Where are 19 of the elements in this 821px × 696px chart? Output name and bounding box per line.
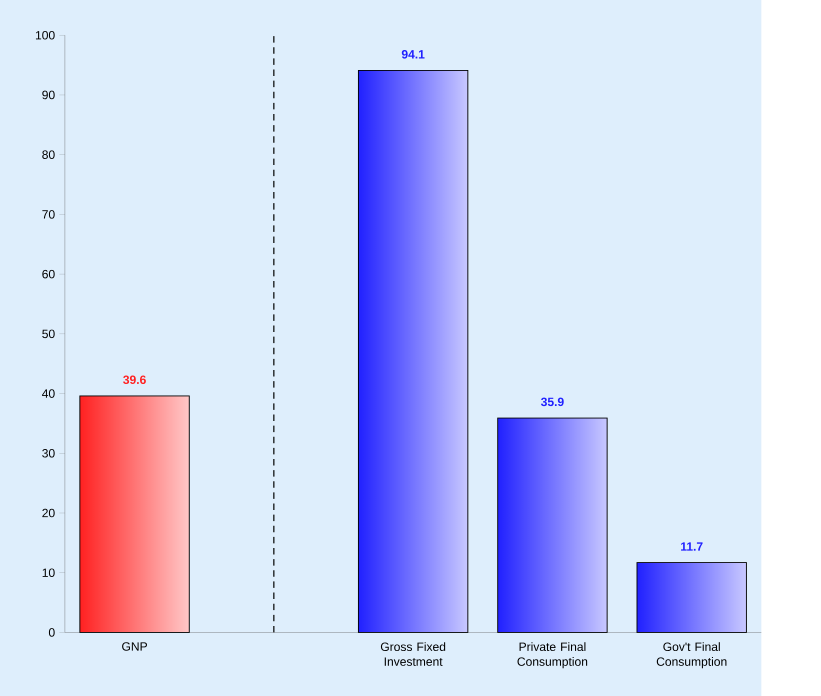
y-tick-label: 80 [42,150,55,159]
data-label: 39.6 [123,375,146,384]
y-tick-label: 100 [36,30,55,40]
data-label: 35.9 [540,397,564,406]
y-tick-label: 0 [48,628,55,636]
data-label: 11.7 [681,542,703,550]
y-tick-label: 30 [42,448,55,458]
x-tick-label: Gross Fixed Investment [380,642,446,666]
data-label: 94.1 [402,50,425,58]
y-tick-label: 10 [42,568,55,577]
y-tick-label: 90 [42,90,55,100]
x-tick-label: Private Final Consumption [518,642,588,668]
y-tick-label: 70 [42,210,55,218]
y-tick-label: 40 [42,389,55,398]
x-tick-label: Gov't Final Consumption [656,642,726,668]
x-tick-label: GNP [122,642,147,651]
y-tick-label: 60 [42,270,55,278]
y-tick-label: 20 [42,508,55,518]
y-tick-label: 50 [42,329,55,338]
